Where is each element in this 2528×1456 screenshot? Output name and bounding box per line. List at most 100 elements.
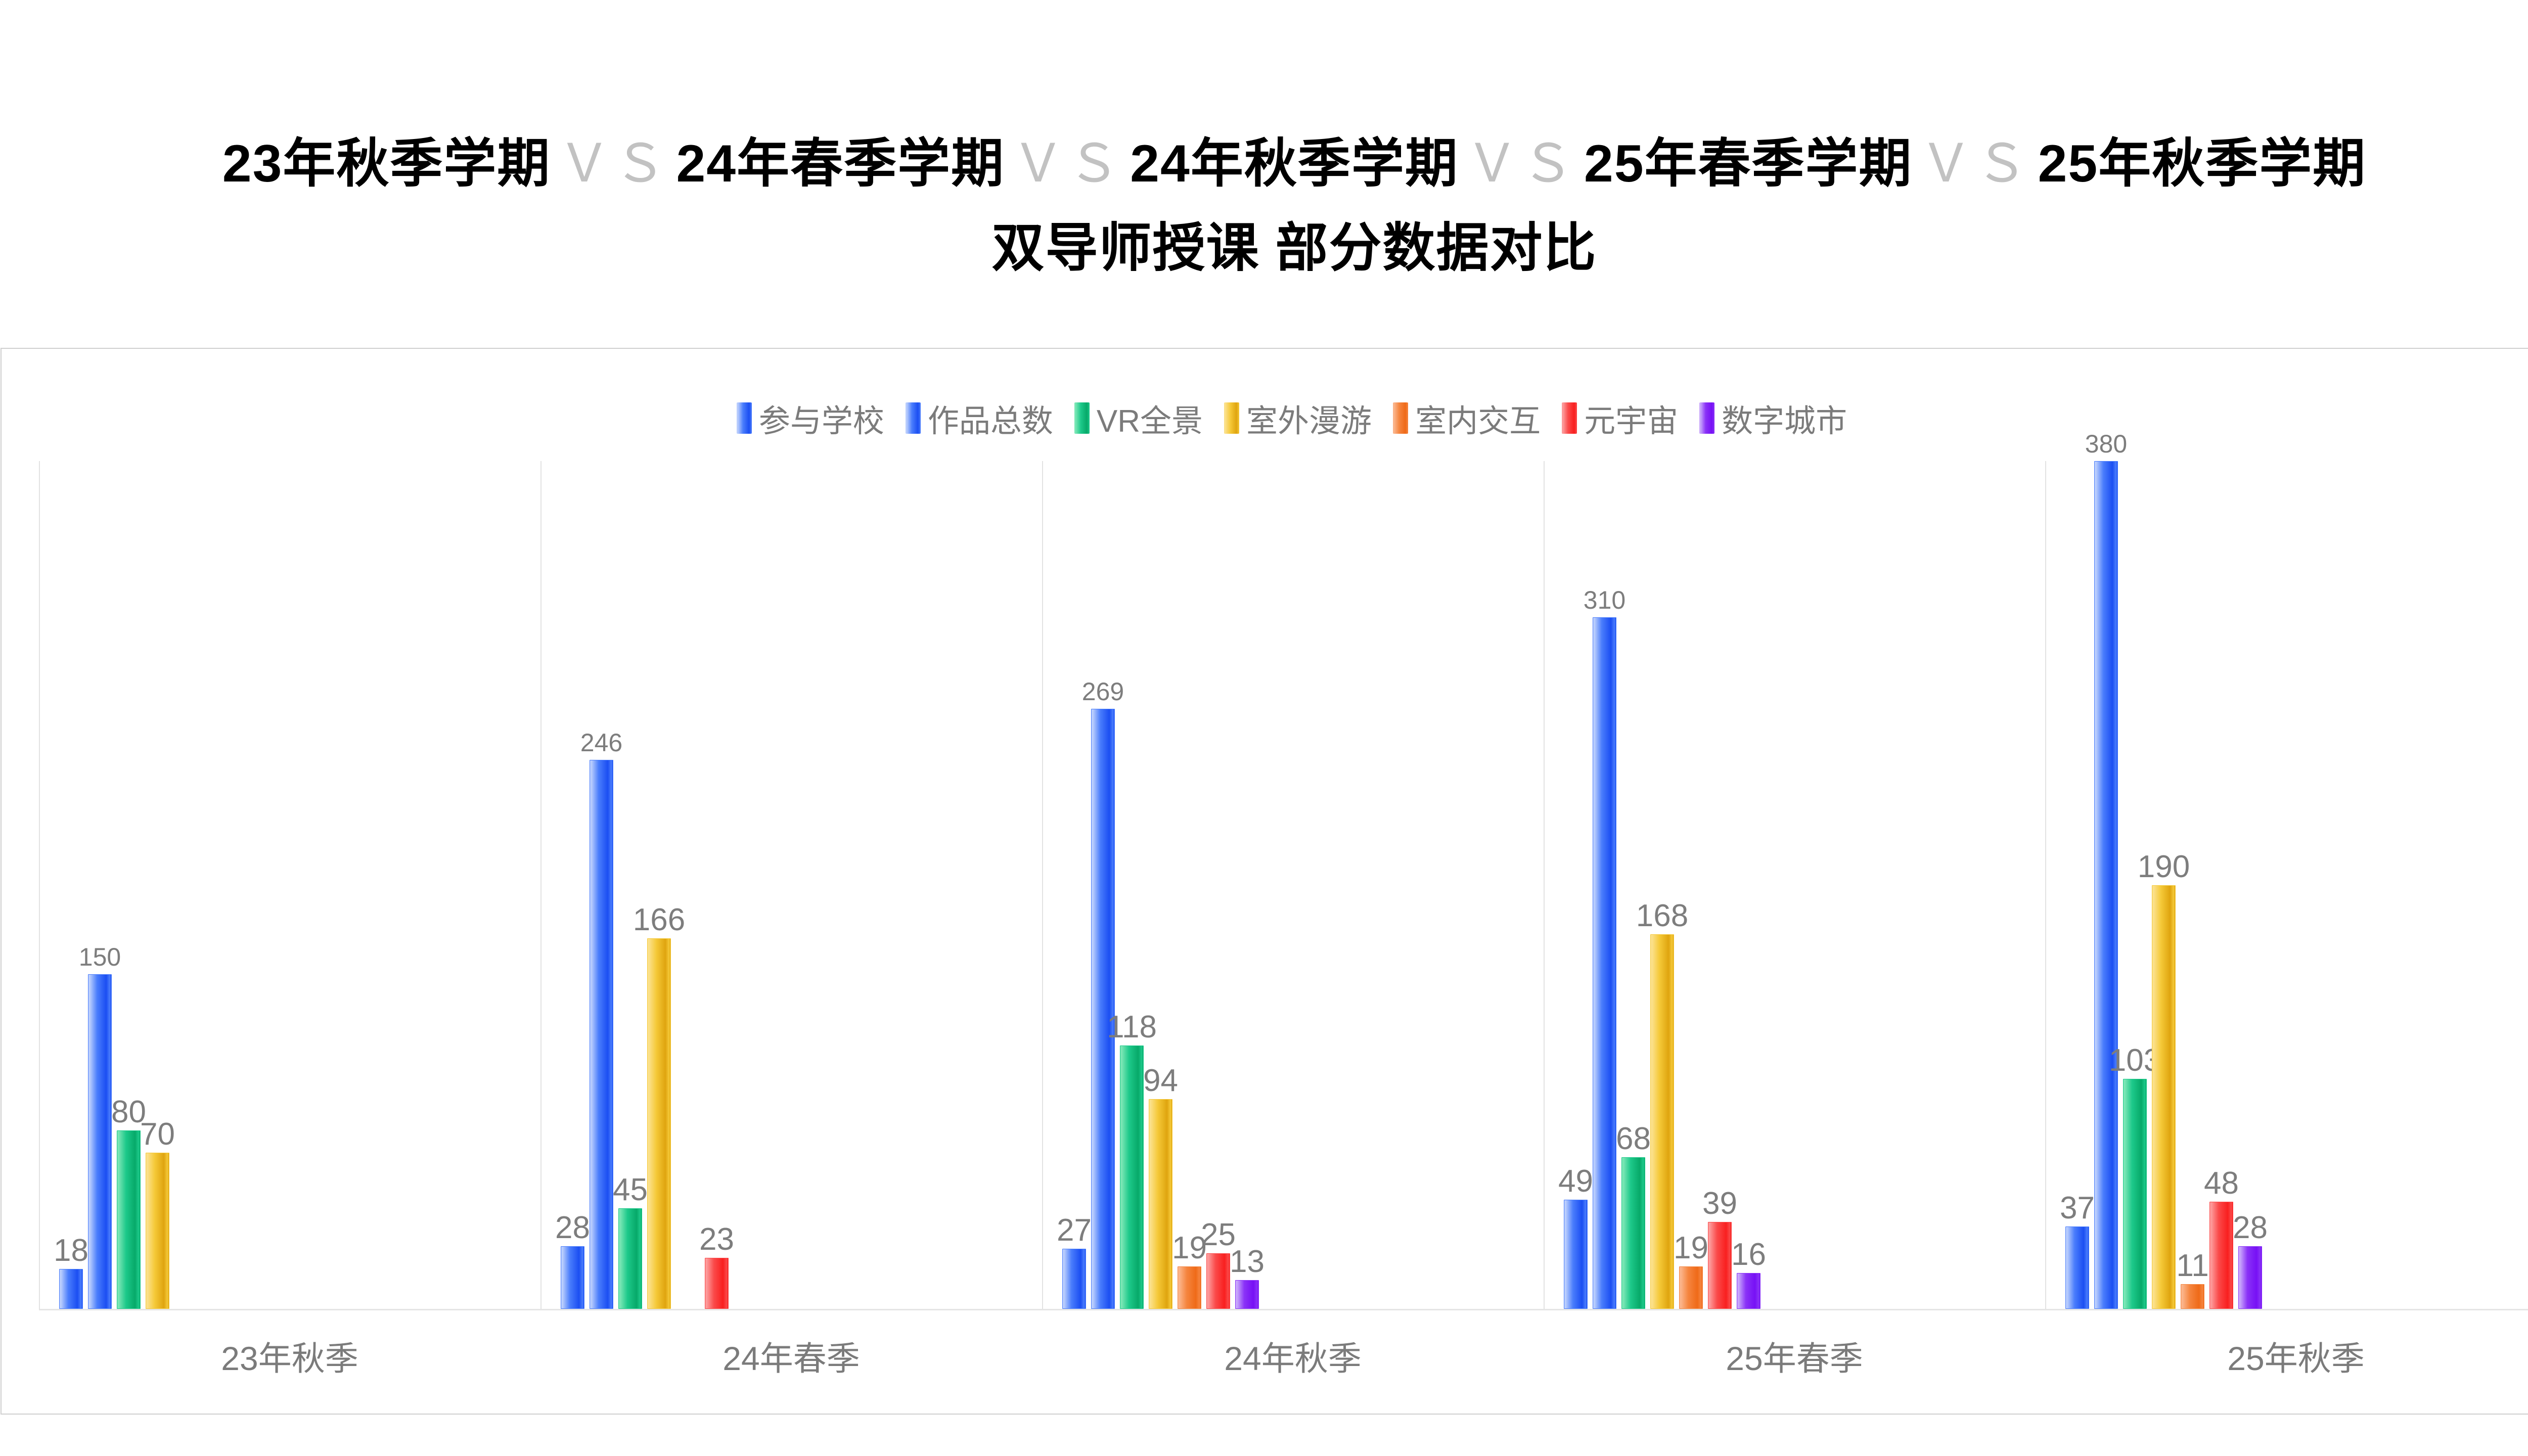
title-segment: 25年秋季学期 (2038, 134, 2367, 193)
bar[interactable]: 48 (2204, 1168, 2239, 1309)
legend-swatch-icon (1699, 402, 1715, 434)
bar-slot: 27 (1057, 461, 1092, 1309)
bar[interactable]: 168 (1636, 900, 1688, 1309)
legend-item-1[interactable]: 作品总数 (905, 395, 1053, 441)
bar[interactable]: 310 (1584, 587, 1626, 1309)
bar-slot: 19 (1674, 461, 1708, 1309)
legend-swatch-icon (1562, 402, 1577, 434)
bar[interactable]: 380 (2085, 431, 2127, 1309)
bar[interactable]: 68 (1616, 1123, 1651, 1309)
bar[interactable]: 18 (54, 1235, 88, 1309)
legend-item-5[interactable]: 元宇宙 (1562, 395, 1678, 441)
legend-swatch-icon (1393, 402, 1409, 434)
bar-slot: 23 (699, 461, 734, 1309)
bar-slot: 13 (1230, 461, 1265, 1309)
bar-slot: 37 (2060, 461, 2095, 1309)
bar[interactable]: 70 (140, 1119, 175, 1309)
bar-group-4: 37 380 103 190 11 48 28 (2046, 431, 2528, 1309)
bar[interactable]: 150 (79, 944, 121, 1309)
bar-value-label: 45 (613, 1172, 648, 1208)
bar-value-label: 19 (1674, 1231, 1708, 1266)
bar[interactable]: 190 (2138, 851, 2190, 1309)
bar-value-label: 23 (699, 1221, 734, 1257)
bar-value-label: 13 (1230, 1244, 1265, 1279)
bar[interactable]: 13 (1230, 1246, 1265, 1309)
bar-value-label: 49 (1558, 1163, 1593, 1199)
bar-group-bars: 37 380 103 190 11 48 28 (2046, 431, 2528, 1309)
bar[interactable]: 23 (699, 1223, 734, 1309)
bar-group-3: 49 310 68 168 19 39 16 (1545, 461, 2046, 1309)
bar[interactable]: 28 (555, 1212, 590, 1309)
bar[interactable]: 118 (1107, 1012, 1157, 1309)
legend-label: 室内交互 (1415, 404, 1541, 439)
legend-item-6[interactable]: 数字城市 (1699, 395, 1847, 441)
bar-group-0: 18 150 80 70 (40, 461, 541, 1309)
x-axis-tick-label-4: 25年秋季 (2227, 1340, 2365, 1377)
legend-item-0[interactable]: 参与学校 (736, 395, 884, 441)
title-vs-separator: ＶＳ (558, 134, 669, 193)
bar[interactable]: 45 (613, 1174, 648, 1309)
bar-slot: 45 (613, 461, 648, 1309)
bar-slot (174, 461, 203, 1309)
legend-item-2[interactable]: VR全景 (1074, 395, 1203, 441)
bar[interactable]: 19 (1674, 1233, 1708, 1309)
bar-value-label: 310 (1583, 585, 1626, 614)
legend-item-4[interactable]: 室内交互 (1393, 395, 1541, 441)
bar-group-bars: 28 246 45 166 23 (541, 461, 1042, 1309)
title-vs-separator: ＶＳ (1465, 134, 1577, 193)
bar-value-label: 25 (1201, 1217, 1236, 1252)
legend-label: 参与学校 (758, 404, 884, 439)
x-axis-tick-label-3: 25年春季 (1726, 1340, 1863, 1377)
title-block: 23年秋季学期 ＶＳ 24年春季学期 ＶＳ 24年秋季学期 ＶＳ 25年春季学期 ＶＳ 25年秋… (0, 0, 2528, 276)
page-title: 23年秋季学期 ＶＳ 24年春季学期 ＶＳ 24年秋季学期 ＶＳ 25年春季学期 ＶＳ 25年秋… (0, 136, 2528, 192)
bar[interactable]: 37 (2060, 1192, 2095, 1309)
legend-label: 室外漫游 (1246, 404, 1372, 439)
bar[interactable]: 166 (633, 904, 685, 1309)
bar-slot: 150 (79, 461, 121, 1309)
bar[interactable]: 246 (580, 730, 622, 1309)
bar-slot: 380 (2085, 431, 2127, 1309)
bar[interactable]: 49 (1558, 1165, 1593, 1309)
x-axis-labels: 23年秋季 24年春季 24年秋季 25年春季 25年秋季 (39, 1310, 2528, 1386)
title-vs-separator: ＶＳ (1012, 134, 1123, 193)
bar-value-label: 269 (1081, 677, 1124, 706)
bar-value-label: 11 (2176, 1248, 2209, 1284)
bar-slot: 48 (2204, 461, 2239, 1309)
bar-slot: 49 (1558, 461, 1593, 1309)
bar-slot: 94 (1143, 461, 1178, 1309)
bar[interactable]: 80 (111, 1096, 146, 1309)
bar-slot: 39 (1702, 461, 1737, 1309)
bar[interactable]: 16 (1731, 1239, 1766, 1309)
bar[interactable]: 94 (1143, 1065, 1178, 1309)
bar[interactable]: 39 (1702, 1188, 1737, 1309)
bar-slot: 118 (1107, 461, 1157, 1309)
bar-slot: 190 (2138, 461, 2190, 1309)
title-segment: 24年春季学期 (676, 134, 1005, 193)
legend-swatch-icon (905, 402, 921, 434)
bar-value-label: 118 (1107, 1010, 1157, 1045)
bar[interactable]: 19 (1172, 1233, 1207, 1309)
bar-value-label: 48 (2204, 1166, 2239, 1201)
bar-slot: 25 (1201, 461, 1236, 1309)
bar[interactable]: 11 (2176, 1250, 2209, 1309)
bar[interactable]: 28 (2233, 1212, 2268, 1309)
bar-slot: 28 (555, 461, 590, 1309)
bar-value-label: 168 (1636, 898, 1689, 933)
bar-slot: 103 (2109, 461, 2161, 1309)
bar-value-label: 80 (111, 1094, 146, 1129)
bar-value-label: 27 (1057, 1212, 1092, 1248)
bar[interactable]: 25 (1201, 1219, 1236, 1309)
bar-slot (232, 461, 261, 1309)
bar-group-2: 27 269 118 94 19 25 13 (1043, 461, 1545, 1309)
legend-label: VR全景 (1096, 404, 1203, 439)
bar[interactable]: 269 (1082, 679, 1124, 1309)
bar-value-label: 70 (140, 1117, 175, 1152)
legend-item-3[interactable]: 室外漫游 (1224, 395, 1372, 441)
bar[interactable]: 27 (1057, 1214, 1092, 1309)
bar[interactable]: 103 (2109, 1045, 2161, 1309)
bar-slot: 269 (1082, 461, 1124, 1309)
bar-slot: 310 (1584, 461, 1626, 1309)
bar-value-label: 28 (2233, 1210, 2268, 1246)
title-vs-separator: ＶＳ (1919, 134, 2031, 193)
bar-slot: 168 (1636, 461, 1688, 1309)
